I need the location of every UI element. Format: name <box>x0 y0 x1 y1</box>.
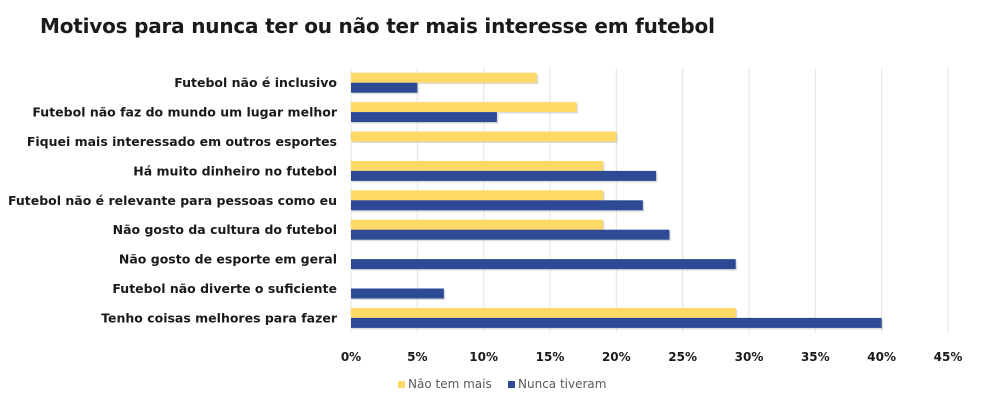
x-tick-label: 5% <box>407 350 427 364</box>
bar <box>351 82 418 93</box>
bar <box>351 112 497 123</box>
category-label: Futebol não é relevante para pessoas com… <box>8 193 337 208</box>
x-tick-label: 10% <box>469 350 498 364</box>
x-tick-label: 45% <box>934 350 963 364</box>
category-label: Fiquei mais interessado em outros esport… <box>27 134 337 149</box>
category-label: Há muito dinheiro no futebol <box>133 163 337 178</box>
legend-label: Nunca tiveram <box>518 377 606 391</box>
legend-swatch <box>508 381 515 388</box>
category-label: Não gosto da cultura do futebol <box>113 222 337 237</box>
x-tick-label: 35% <box>801 350 830 364</box>
legend-label: Não tem mais <box>408 377 492 391</box>
x-tick-label: 25% <box>668 350 697 364</box>
bar <box>351 72 537 83</box>
bar <box>351 307 736 318</box>
legend-swatch <box>398 381 405 388</box>
bar <box>351 259 736 270</box>
x-tick-label: 15% <box>536 350 565 364</box>
category-label: Futebol não diverte o suficiente <box>112 281 337 296</box>
category-label: Futebol não é inclusivo <box>174 75 337 90</box>
x-tick-label: 0% <box>341 350 361 364</box>
x-tick-label: 20% <box>602 350 631 364</box>
bar <box>351 131 617 142</box>
bar <box>351 288 444 299</box>
bar <box>351 229 670 240</box>
category-label: Futebol não faz do mundo um lugar melhor <box>32 105 337 120</box>
bar <box>351 160 604 171</box>
bar <box>351 317 882 328</box>
x-tick-label: 30% <box>735 350 764 364</box>
category-label: Não gosto de esporte em geral <box>119 252 337 267</box>
bar <box>351 200 643 211</box>
bar <box>351 190 604 201</box>
category-label: Tenho coisas melhores para fazer <box>101 310 338 325</box>
bar <box>351 170 657 181</box>
bar <box>351 219 604 230</box>
x-tick-label: 40% <box>867 350 896 364</box>
chart-title: Motivos para nunca ter ou não ter mais i… <box>40 14 715 38</box>
bar <box>351 102 577 113</box>
